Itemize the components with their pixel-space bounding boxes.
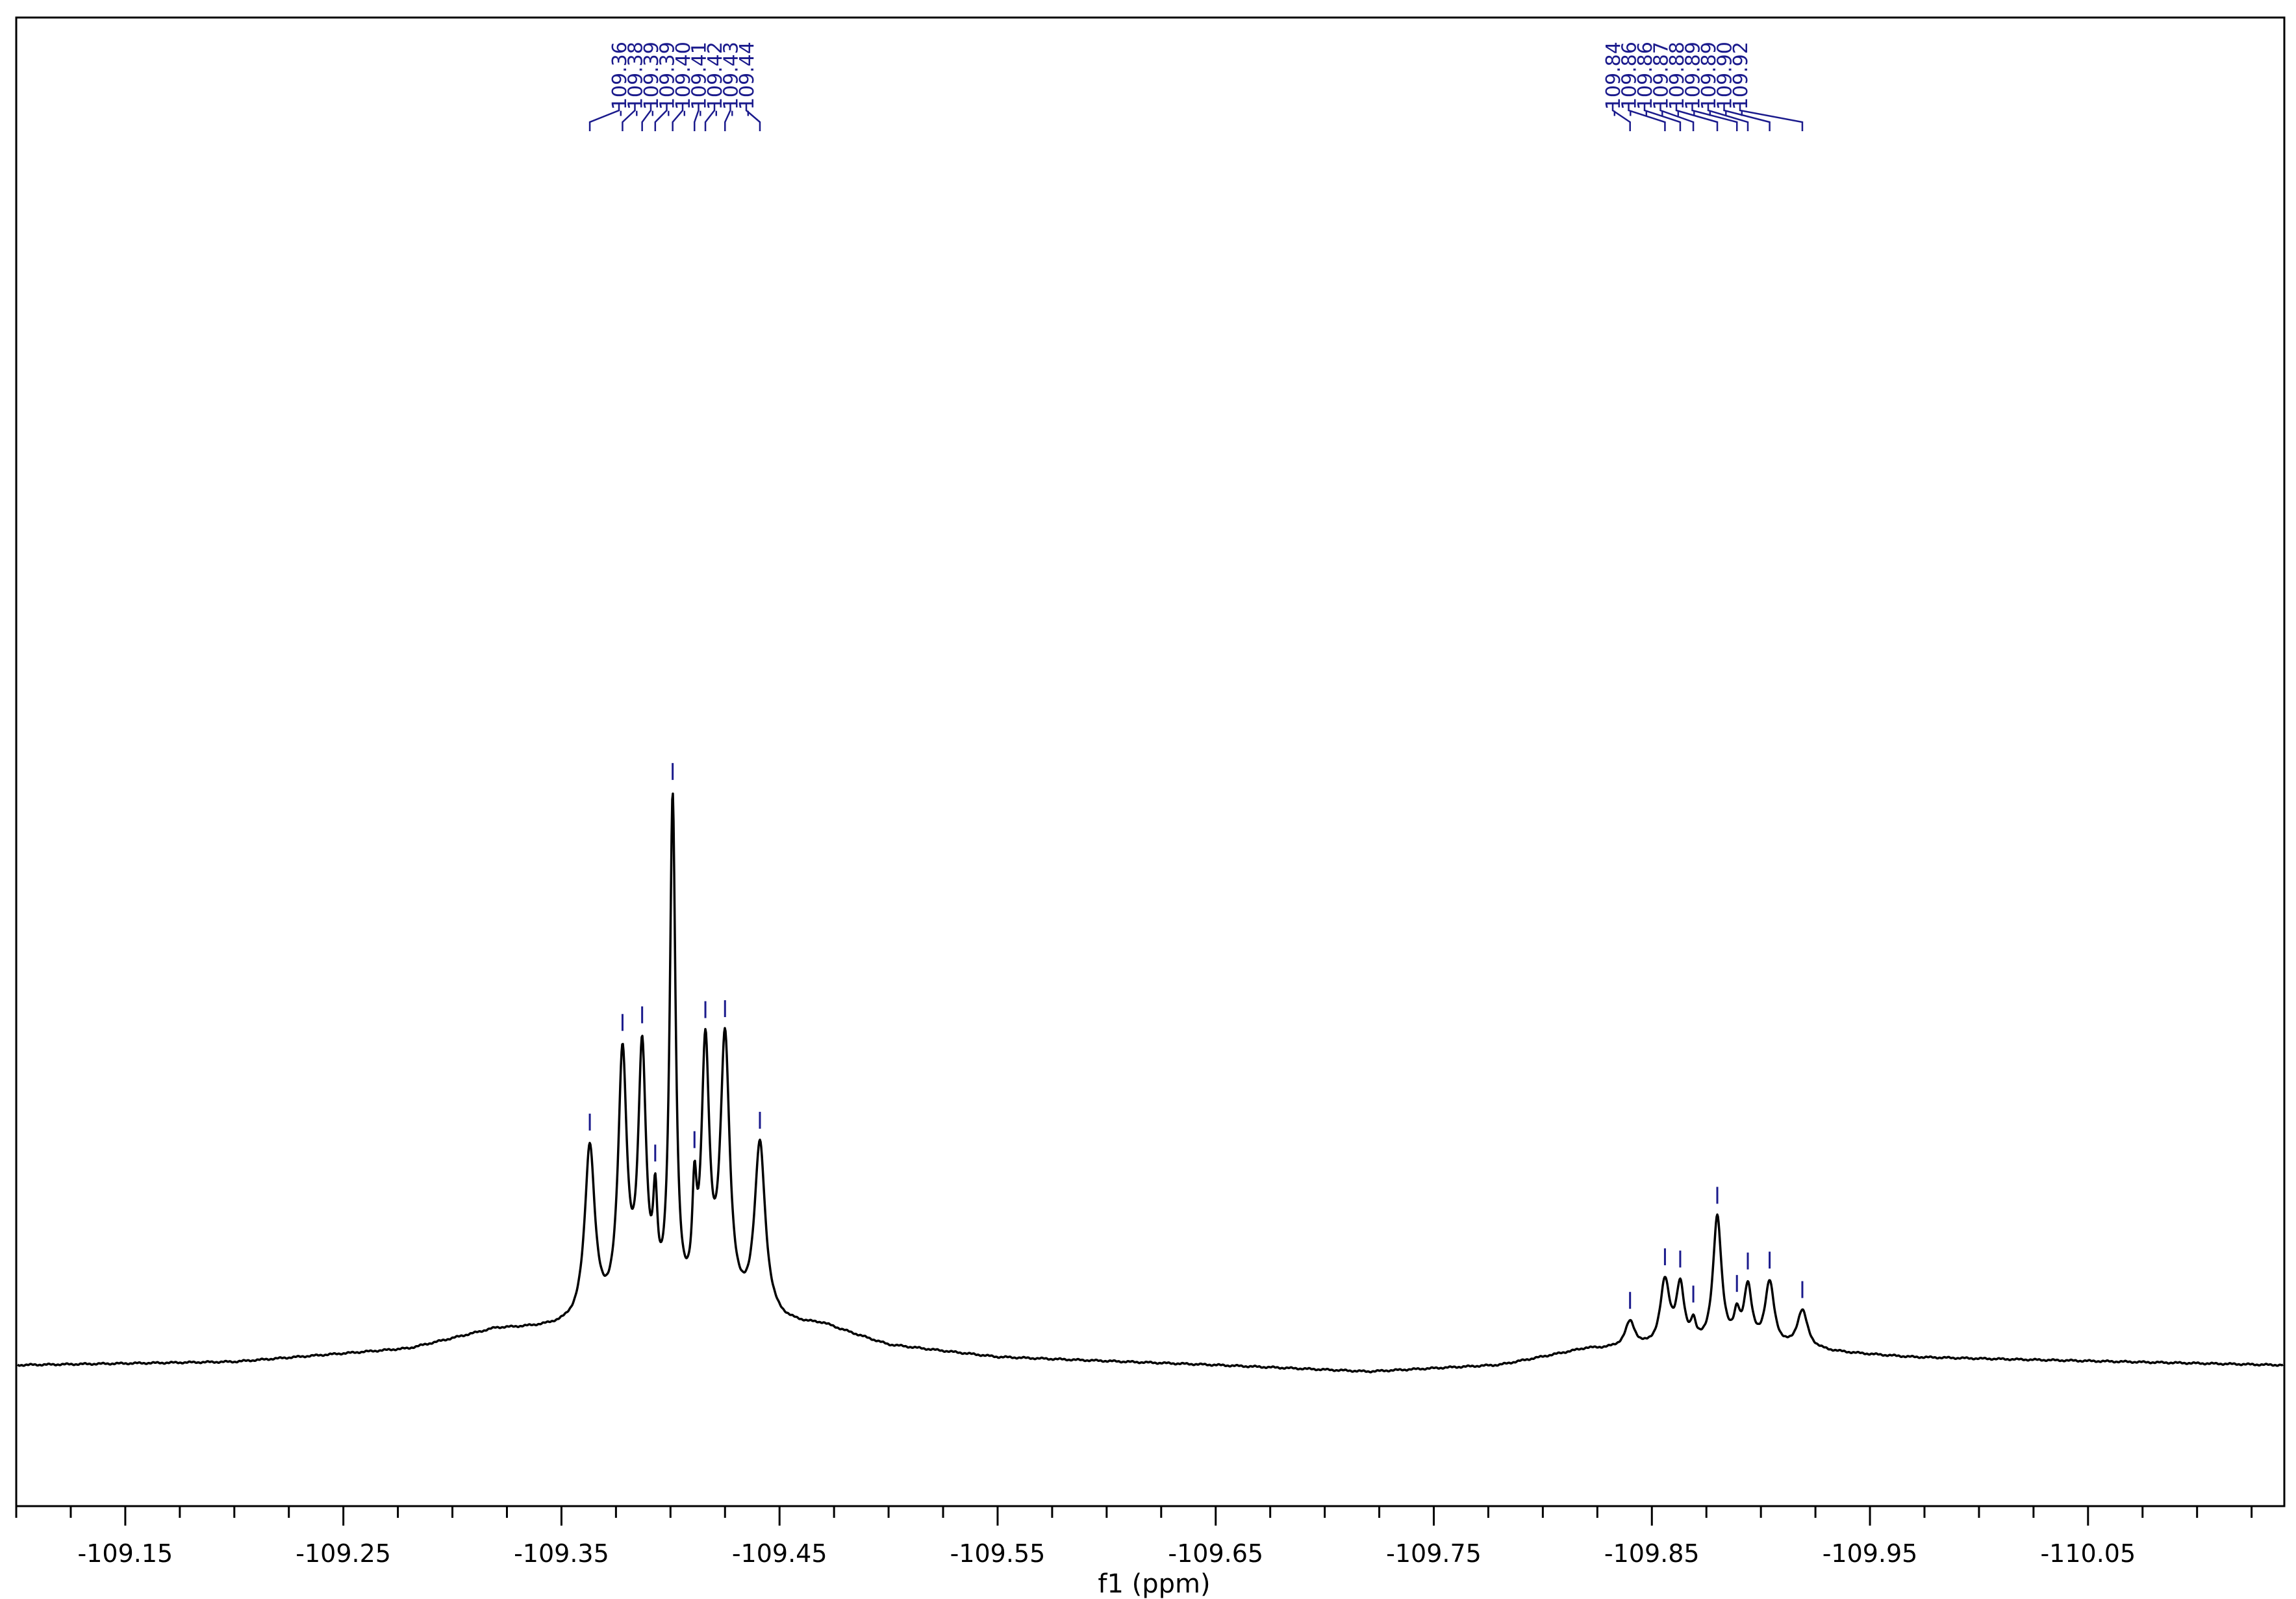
peak-label-leader [1723, 103, 1771, 131]
peak-label: -109.90 [1714, 42, 1737, 117]
peak-label: -109.42 [704, 42, 727, 117]
spectrum-line [17, 792, 2284, 1374]
x-axis: -109.15 -109.25 -109.35 -109.45 -109.55 -109.… [15, 1505, 2284, 1568]
x-tick-label: -109.65 [1168, 1539, 1263, 1568]
peak-label-leader [1707, 103, 1749, 131]
peak-label-leader [1691, 103, 1738, 131]
x-tick-label: -109.75 [1386, 1539, 1482, 1568]
peak-label-leader [745, 103, 761, 131]
x-tick-label: -109.45 [732, 1539, 827, 1568]
x-tick-label: -109.55 [950, 1539, 1046, 1568]
peak-label-group: -109.36-109.38-109.39-109.39-109.40-109.… [588, 42, 1804, 131]
peak-label: -109.41 [688, 42, 711, 117]
peak-label: -109.36 [609, 42, 631, 117]
peak-label: -109.89 [1698, 42, 1721, 117]
peak-label: -109.44 [736, 42, 759, 117]
peak-label-leader [704, 103, 716, 131]
peak-label: -109.88 [1666, 42, 1689, 117]
peak-label-leader [1659, 103, 1695, 131]
peak-label: -109.86 [1634, 42, 1657, 117]
x-tick-label: -109.85 [1604, 1539, 1700, 1568]
peak-markers [588, 762, 1804, 1309]
peak-label-leader [1611, 103, 1631, 131]
peak-label: -109.39 [657, 42, 679, 117]
peak-label-leader [1675, 103, 1719, 131]
peak-label: -109.40 [672, 42, 695, 117]
x-tick-label: -109.35 [514, 1539, 609, 1568]
peak-label: -109.87 [1650, 42, 1673, 117]
peak-label-leader [622, 103, 636, 131]
peak-label: -109.86 [1619, 42, 1641, 117]
peak-label-leader [641, 103, 652, 131]
peak-label-leader [693, 103, 700, 131]
peak-label: -109.92 [1730, 42, 1752, 117]
plot-frame [15, 16, 2286, 1507]
peak-label: -109.84 [1602, 42, 1625, 117]
peak-label: -109.89 [1682, 42, 1705, 117]
peak-label-leader [1739, 103, 1804, 131]
x-tick-label: -109.15 [78, 1539, 173, 1568]
x-tick-label: -109.95 [1823, 1539, 1918, 1568]
x-axis-title: f1 (ppm) [1098, 1569, 1210, 1599]
peak-label-leader [724, 103, 731, 131]
peak-label-leader [588, 103, 620, 131]
peak-label-leader [1628, 103, 1666, 131]
peak-label: -109.38 [625, 42, 648, 117]
peak-label: -109.43 [720, 42, 743, 117]
peak-label-leader [1643, 103, 1682, 131]
peak-label: -109.39 [640, 42, 663, 117]
x-tick-label: -110.05 [2040, 1539, 2136, 1568]
peak-label-leader [654, 103, 668, 131]
peak-label-leader [672, 103, 684, 131]
x-tick-label: -109.25 [296, 1539, 391, 1568]
